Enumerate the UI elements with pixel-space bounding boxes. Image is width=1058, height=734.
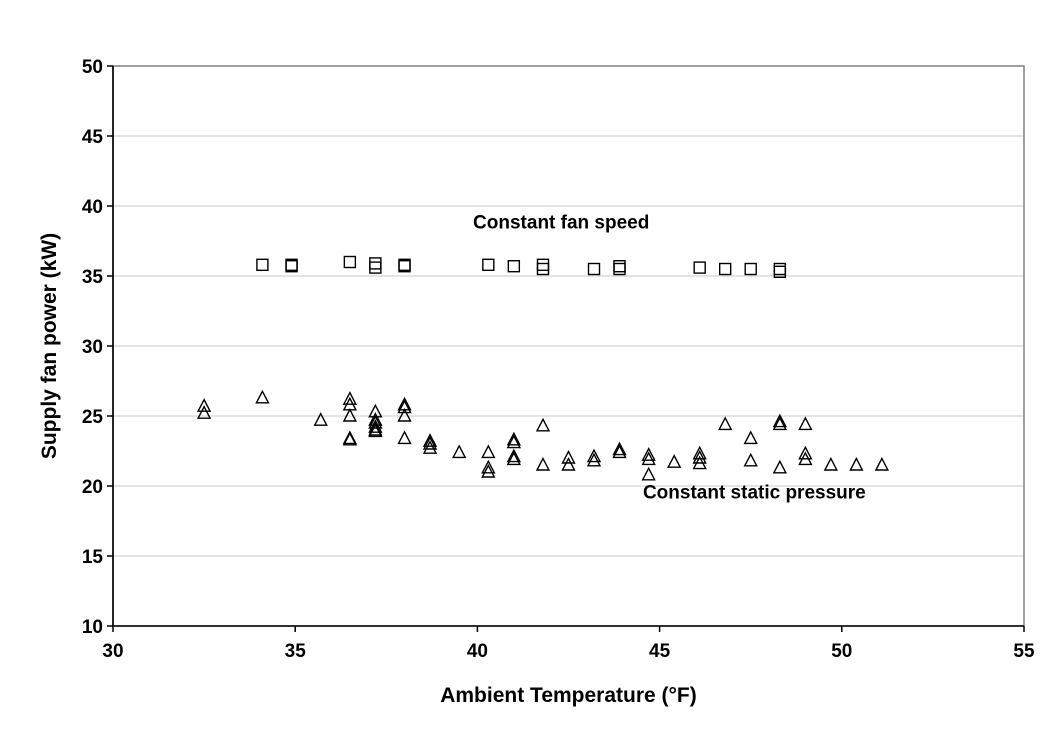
square-marker [343,255,357,269]
triangle-marker [849,456,864,471]
triangle-marker [561,456,576,471]
square-marker [507,260,521,273]
square-marker [369,257,382,270]
annotations: Constant fan speed Constant static pressu… [473,212,866,503]
triangle-marker [586,452,602,467]
square-marker [285,260,298,273]
triangle-marker [743,430,758,445]
square-marker [256,258,269,271]
square-marker [773,262,787,276]
x-axis-tick-labels: 30 35 40 45 50 55 [102,641,1035,662]
triangle-marker [342,431,358,446]
square-marker [536,258,550,271]
axis-ticks [107,65,1025,632]
triangle-marker [481,459,496,474]
triangle-marker [342,391,358,405]
triangle-marker [397,407,412,422]
triangle-marker [481,444,496,459]
triangle-marker [641,447,656,461]
gridlines [113,135,1024,557]
x-tick-label: 55 [1013,641,1035,662]
triangle-marker [422,435,438,450]
triangle-marker [422,433,438,447]
square-marker [398,260,411,273]
triangle-marker [535,456,551,471]
triangle-marker [772,413,788,428]
y-tick-label: 50 [82,57,103,78]
y-axis-tick-labels: 10 15 20 25 30 35 40 45 50 [82,57,104,638]
y-tick-label: 20 [82,477,103,498]
x-tick-label: 45 [649,641,671,662]
triangle-marker [196,398,212,412]
y-tick-label: 10 [82,617,103,638]
triangle-marker [397,399,412,414]
triangle-marker [667,454,682,468]
triangle-marker [368,423,383,438]
triangle-marker [506,451,521,466]
triangle-marker [612,441,627,456]
square-marker [536,262,550,276]
square-marker [693,261,706,274]
triangle-marker [535,417,551,432]
y-tick-label: 35 [82,267,104,288]
y-tick-label: 40 [82,197,103,218]
x-tick-label: 35 [285,641,307,662]
triangle-marker [772,416,788,431]
y-tick-label: 25 [82,407,104,428]
triangle-marker [798,451,813,466]
triangle-marker [255,389,270,404]
triangle-marker [823,456,839,471]
triangle-marker [641,451,656,466]
triangle-marker [422,440,438,454]
y-tick-label: 30 [82,337,103,358]
square-marker [773,265,787,278]
triangle-marker [452,444,467,459]
triangle-marker [772,459,788,474]
square-marker [482,258,495,271]
triangle-marker [196,405,212,419]
triangle-marker [506,434,521,449]
x-axis-title: Ambient Temperature (°F) [440,684,697,707]
square-marker [613,262,626,276]
triangle-marker [798,416,813,431]
annotation-label: Constant static pressure [643,483,866,504]
triangle-marker [342,407,358,422]
triangle-marker [368,414,383,429]
triangle-marker [718,416,733,431]
triangle-marker [481,463,496,478]
square-marker [718,262,732,276]
x-tick-label: 30 [102,641,123,662]
data-markers [196,255,890,481]
square-marker [744,262,757,276]
triangle-marker [561,449,576,464]
triangle-marker [368,419,383,433]
triangle-marker [743,452,758,467]
triangle-marker [874,456,890,471]
x-tick-label: 40 [467,641,488,662]
triangle-marker [586,448,602,463]
triangle-marker [798,445,813,460]
annotation-label: Constant fan speed [473,212,649,233]
triangle-marker [692,455,707,470]
square-marker [587,262,601,276]
square-marker [613,260,626,273]
y-tick-label: 45 [82,127,104,148]
triangle-marker [692,449,707,464]
triangle-marker [506,448,521,463]
y-axis-title: Supply fan power (kW) [38,233,61,459]
square-marker [369,261,382,274]
y-tick-label: 15 [82,547,104,568]
triangle-marker [641,466,656,481]
triangle-marker [313,412,328,426]
triangle-marker [397,430,412,445]
triangle-marker [692,445,707,460]
x-tick-label: 50 [831,641,852,662]
triangle-marker [612,444,627,459]
triangle-marker [506,431,521,446]
